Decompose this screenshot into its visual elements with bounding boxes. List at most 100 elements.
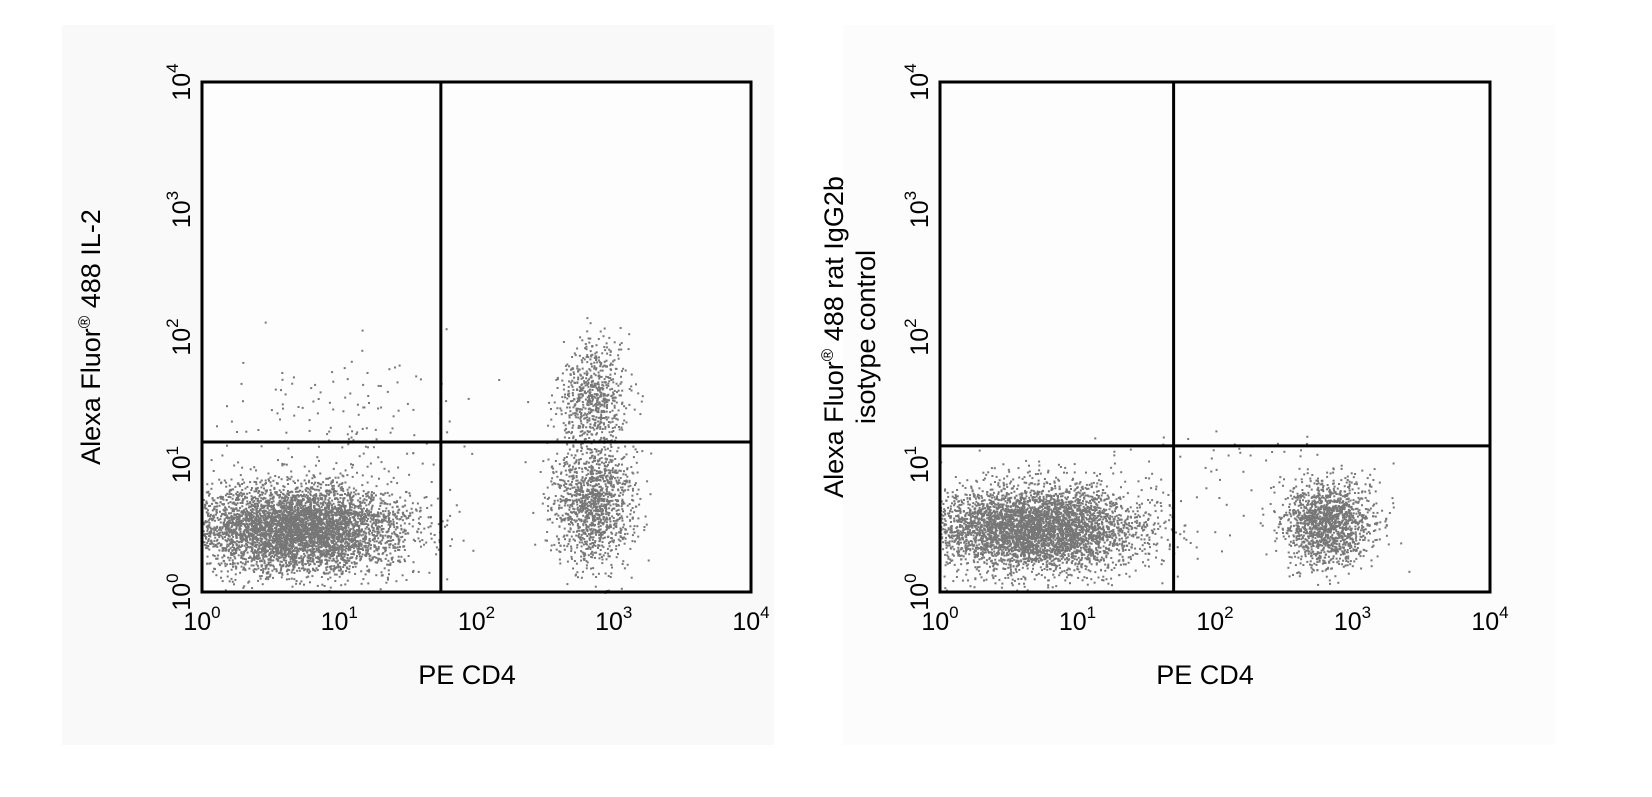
event-point-pop1 (320, 561, 323, 564)
event-point-pop1 (292, 530, 295, 533)
event-point-pop1 (235, 518, 238, 521)
event-point-pop1 (279, 527, 282, 530)
event-point-pop1 (241, 544, 244, 547)
event-point-pop1 (391, 556, 394, 559)
event-point-pop1 (388, 514, 391, 516)
event-point-pop1 (324, 512, 327, 515)
event-point-pop1 (291, 585, 294, 588)
event-point-pop1 (208, 548, 211, 551)
event-point-pop1 (320, 518, 323, 521)
event-point-pop1 (347, 549, 350, 552)
event-point-pop1 (320, 505, 323, 508)
event-point-pop1 (301, 518, 304, 521)
event-point-pop1 (377, 530, 380, 533)
event-point-pop1 (238, 509, 241, 512)
event-point-pop1 (267, 478, 270, 481)
event-point-pop1 (371, 531, 374, 534)
event-point-pop1 (352, 540, 355, 543)
event-point-pop1 (341, 515, 344, 518)
event-point-pop1 (266, 541, 269, 544)
event-point-pop1 (380, 571, 383, 574)
event-point-pop1 (210, 487, 213, 490)
event-point-pop1 (213, 533, 216, 536)
event-point-pop1 (221, 503, 224, 506)
event-point-pop1 (369, 517, 372, 520)
event-point-pop1 (355, 513, 358, 516)
event-point-pop1 (312, 506, 315, 509)
event-point-pop1 (253, 466, 256, 469)
event-point-pop1 (339, 554, 341, 557)
event-point-pop1 (313, 529, 316, 532)
event-point-pop1 (393, 514, 396, 517)
event-point-pop1 (343, 560, 346, 563)
event-point-pop1 (227, 533, 230, 536)
event-point-pop1 (399, 524, 402, 527)
event-point-pop1 (342, 566, 345, 568)
event-point-pop1 (341, 572, 344, 575)
event-point-pop1 (238, 485, 241, 488)
event-point-pop1 (353, 517, 356, 520)
event-point-pop1 (260, 519, 262, 522)
event-point-pop1 (289, 556, 292, 558)
event-point-pop1 (276, 522, 279, 525)
event-point-pop1 (248, 506, 251, 509)
event-point-pop1 (380, 502, 383, 505)
event-point-pop1 (379, 588, 382, 591)
event-point-pop1 (247, 526, 250, 529)
event-point-pop1 (295, 559, 298, 562)
event-point-pop1 (365, 552, 368, 555)
event-point-pop1 (326, 529, 329, 532)
event-point-pop1 (238, 528, 241, 531)
event-point-pop1 (245, 519, 248, 522)
event-point-pop1 (305, 525, 308, 528)
event-point-pop1 (342, 544, 344, 547)
event-point-pop1 (313, 501, 316, 504)
event-point-pop1 (387, 530, 390, 532)
event-point-pop1 (218, 564, 221, 567)
event-point-pop1 (353, 561, 356, 564)
event-point-pop1 (309, 544, 312, 547)
event-point-pop1 (276, 512, 279, 515)
event-point-pop1 (224, 494, 227, 497)
event-point-pop1 (216, 530, 219, 533)
event-point-pop1 (254, 522, 256, 525)
event-point-pop1 (437, 523, 440, 526)
event-point-pop1 (388, 546, 391, 549)
event-point-pop1 (356, 551, 359, 554)
event-point-pop1 (363, 513, 366, 515)
event-point-pop1 (302, 515, 305, 518)
event-point-pop1 (230, 478, 233, 481)
event-point-pop1 (204, 521, 207, 524)
event-point-pop1 (345, 570, 348, 572)
event-point-pop1 (399, 532, 402, 535)
event-point-pop1 (355, 540, 358, 543)
event-point-pop1 (287, 533, 290, 536)
event-point-pop1 (347, 494, 350, 497)
event-point-pop1 (296, 563, 299, 566)
event-point-pop1 (342, 540, 345, 543)
event-point-pop1 (399, 561, 402, 564)
event-point-pop1 (362, 533, 365, 536)
event-point-pop1 (240, 510, 243, 513)
event-point-pop1 (293, 578, 296, 581)
event-point-pop1 (241, 493, 244, 496)
event-point-pop1 (235, 527, 238, 530)
event-point-pop1 (347, 511, 349, 514)
event-point-pop1 (302, 533, 305, 536)
event-point-pop1 (278, 535, 280, 538)
event-point-pop1 (242, 498, 245, 501)
event-point-pop1 (275, 558, 278, 561)
event-point-pop1 (265, 576, 268, 579)
event-point-pop1 (313, 515, 316, 518)
event-point-pop1 (390, 522, 393, 525)
event-point-pop1 (343, 515, 346, 518)
event-point-pop1 (259, 533, 262, 536)
event-point-pop1 (286, 525, 289, 528)
event-point-pop1 (311, 519, 314, 521)
event-point-pop1 (279, 522, 282, 524)
event-point-pop1 (280, 540, 283, 542)
event-point-pop1 (262, 497, 265, 500)
event-point-pop1 (334, 527, 337, 530)
event-point-pop1 (276, 530, 279, 533)
event-point-pop1 (268, 503, 270, 506)
